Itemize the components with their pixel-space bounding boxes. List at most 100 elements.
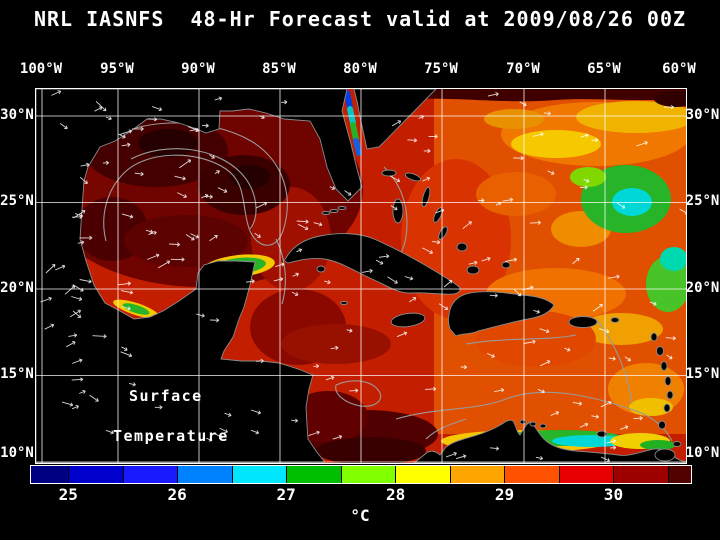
current-vector-arrow xyxy=(147,253,160,260)
colorbar-segments xyxy=(31,466,691,483)
lon-label-70w: 70°W xyxy=(506,61,540,77)
current-vector-arrow xyxy=(179,159,192,169)
lat-label-right-30n: 30°N xyxy=(685,107,720,123)
current-vector-arrow xyxy=(147,117,158,122)
current-vector-arrow xyxy=(201,193,209,199)
lat-label-left-20n: 20°N xyxy=(0,280,34,296)
current-vector-arrow xyxy=(313,222,323,227)
current-vector-arrow xyxy=(61,401,74,407)
current-vector-arrow xyxy=(486,352,495,358)
current-vector-arrow xyxy=(224,412,232,417)
current-vector-arrow xyxy=(523,339,536,345)
current-vector-arrow xyxy=(255,201,268,209)
current-vector-arrow xyxy=(59,123,68,130)
colorbar xyxy=(30,465,692,484)
current-vector-arrow xyxy=(72,284,84,292)
current-vector-arrow xyxy=(213,432,223,439)
current-vector-arrow xyxy=(572,401,583,406)
current-vector-arrow xyxy=(51,90,62,96)
colorbar-unit-label: °C xyxy=(350,506,370,525)
current-vector-arrow xyxy=(468,260,478,265)
current-vector-arrow xyxy=(275,262,285,268)
current-vector-arrow xyxy=(666,354,673,360)
current-vectors xyxy=(40,90,686,462)
colorbar-segment xyxy=(614,466,669,483)
current-vector-arrow xyxy=(313,363,320,369)
lon-label-75w: 75°W xyxy=(424,61,458,77)
current-vector-arrow xyxy=(502,197,514,202)
colorbar-segment xyxy=(341,466,397,483)
current-vector-arrow xyxy=(308,430,320,437)
current-vector-arrow xyxy=(610,445,617,450)
lat-label-left-30n: 30°N xyxy=(0,107,34,123)
current-vector-arrow xyxy=(72,310,82,319)
current-vector-arrow xyxy=(599,328,610,334)
current-vector-arrow xyxy=(422,176,431,182)
graticule xyxy=(36,89,686,463)
colorbar-segment xyxy=(505,466,560,483)
current-vector-arrow xyxy=(579,422,589,428)
current-vector-arrow xyxy=(131,126,144,132)
contour-lines xyxy=(97,122,673,442)
current-vector-arrow xyxy=(79,279,92,284)
current-vector-arrow xyxy=(455,454,467,460)
current-vector-arrow xyxy=(118,281,131,286)
current-vector-arrow xyxy=(620,425,629,430)
current-vector-arrow xyxy=(418,115,425,120)
lat-label-left-15n: 15°N xyxy=(0,366,34,382)
current-vector-arrow xyxy=(537,388,545,394)
current-vector-arrow xyxy=(71,377,84,382)
current-vector-arrow xyxy=(71,404,80,410)
lat-label-right-25n: 25°N xyxy=(685,193,720,209)
current-vector-arrow xyxy=(409,297,417,303)
current-vector-arrow xyxy=(591,414,599,419)
current-vector-arrow xyxy=(460,364,467,370)
current-vector-arrow xyxy=(478,198,485,203)
current-vector-arrow xyxy=(209,234,218,242)
current-vector-arrow xyxy=(547,170,555,175)
current-vector-arrow xyxy=(273,277,284,282)
current-vector-arrow xyxy=(250,409,262,415)
current-vector-arrow xyxy=(190,233,200,239)
current-vector-arrow xyxy=(66,341,76,348)
current-vector-arrow xyxy=(204,194,213,199)
current-vector-arrow xyxy=(532,132,544,137)
current-vector-arrow xyxy=(572,257,580,265)
current-vector-arrow xyxy=(296,219,309,224)
lat-label-right-20n: 20°N xyxy=(685,280,720,296)
current-vector-arrow xyxy=(148,230,157,236)
current-vector-arrow xyxy=(390,175,401,183)
colorbar-tick-label: 29 xyxy=(494,485,515,504)
current-vector-arrow xyxy=(79,176,88,185)
current-vector-arrow xyxy=(432,240,441,245)
current-vector-arrow xyxy=(505,257,518,262)
current-vector-arrow xyxy=(296,248,303,253)
current-vector-arrow xyxy=(396,331,408,338)
colorbar-tick-label: 26 xyxy=(167,485,187,504)
current-vector-arrow xyxy=(174,175,186,181)
current-vector-arrow xyxy=(608,356,616,361)
current-vector-arrow xyxy=(54,264,66,271)
current-vector-arrow xyxy=(435,208,445,214)
current-vector-arrow xyxy=(89,394,99,402)
current-vector-arrow xyxy=(73,210,86,219)
colorbar-tick-label: 27 xyxy=(276,485,296,504)
current-vector-arrow xyxy=(540,360,551,367)
current-vector-arrow xyxy=(580,133,589,138)
current-vector-arrow xyxy=(157,260,171,269)
current-vector-arrow xyxy=(529,220,541,225)
current-vector-arrow xyxy=(291,291,299,297)
colorbar-segment xyxy=(287,466,342,483)
sst-map: Surface Temperature xyxy=(36,89,686,463)
current-vector-arrow xyxy=(679,208,686,215)
current-vector-arrow xyxy=(254,232,261,238)
current-vector-arrow xyxy=(592,304,603,312)
current-vector-arrow xyxy=(72,358,83,364)
current-vector-arrow xyxy=(105,116,112,121)
current-vector-arrow xyxy=(583,178,590,183)
lon-label-85w: 85°W xyxy=(262,61,296,77)
current-vector-arrow xyxy=(121,213,134,219)
colorbar-tick-label: 25 xyxy=(58,485,78,504)
current-vector-arrow xyxy=(120,351,133,358)
